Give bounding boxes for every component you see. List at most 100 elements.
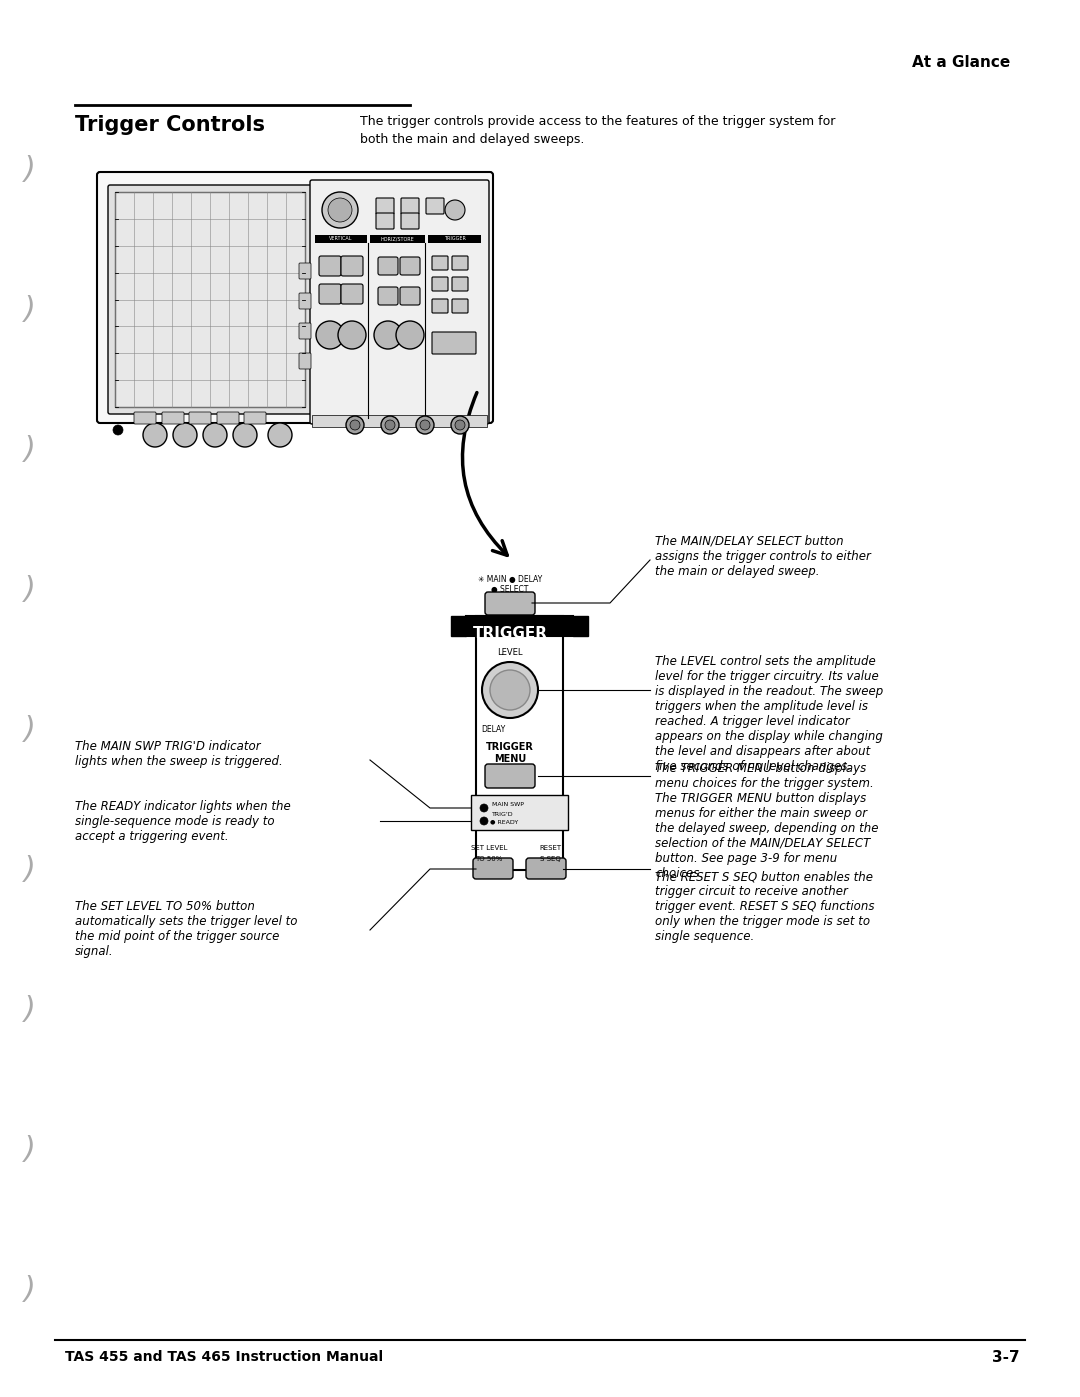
FancyBboxPatch shape (432, 256, 448, 270)
Text: SET LEVEL: SET LEVEL (471, 845, 508, 851)
FancyBboxPatch shape (312, 415, 487, 427)
FancyBboxPatch shape (299, 353, 311, 369)
FancyBboxPatch shape (189, 412, 211, 425)
FancyBboxPatch shape (244, 412, 266, 425)
Circle shape (113, 425, 123, 434)
Circle shape (420, 420, 430, 430)
FancyBboxPatch shape (453, 256, 468, 270)
FancyBboxPatch shape (401, 212, 419, 229)
FancyBboxPatch shape (426, 198, 444, 214)
FancyBboxPatch shape (485, 592, 535, 615)
Circle shape (143, 423, 167, 447)
FancyBboxPatch shape (432, 299, 448, 313)
FancyBboxPatch shape (432, 277, 448, 291)
FancyBboxPatch shape (378, 286, 399, 305)
FancyBboxPatch shape (114, 191, 305, 407)
FancyBboxPatch shape (97, 172, 492, 423)
FancyBboxPatch shape (299, 263, 311, 279)
FancyBboxPatch shape (299, 323, 311, 339)
Circle shape (416, 416, 434, 434)
Circle shape (322, 191, 357, 228)
Text: The LEVEL control sets the amplitude
level for the trigger circuitry. Its value
: The LEVEL control sets the amplitude lev… (654, 655, 883, 773)
Text: ): ) (24, 155, 36, 184)
Text: ): ) (24, 1136, 36, 1165)
FancyBboxPatch shape (473, 858, 513, 879)
FancyBboxPatch shape (319, 256, 341, 277)
Circle shape (350, 420, 360, 430)
Text: both the main and delayed sweeps.: both the main and delayed sweeps. (360, 133, 584, 147)
FancyBboxPatch shape (428, 235, 481, 243)
Text: S SEQ: S SEQ (540, 856, 561, 862)
FancyBboxPatch shape (451, 616, 465, 636)
Text: MAIN SWP: MAIN SWP (492, 802, 524, 807)
Text: ): ) (24, 715, 36, 745)
Text: TO 50%: TO 50% (475, 856, 502, 862)
Circle shape (490, 671, 530, 710)
Text: TRIG'D: TRIG'D (492, 813, 514, 817)
Circle shape (203, 423, 227, 447)
Circle shape (346, 416, 364, 434)
FancyBboxPatch shape (400, 257, 420, 275)
Circle shape (381, 416, 399, 434)
Circle shape (268, 423, 292, 447)
Text: TRIGGER: TRIGGER (486, 742, 534, 752)
FancyBboxPatch shape (341, 284, 363, 305)
Text: TRIGGER: TRIGGER (444, 236, 465, 242)
Text: MENU: MENU (494, 754, 526, 764)
Text: ): ) (24, 436, 36, 464)
Text: The trigger controls provide access to the features of the trigger system for: The trigger controls provide access to t… (360, 115, 835, 129)
FancyBboxPatch shape (453, 299, 468, 313)
Text: DELAY: DELAY (481, 725, 505, 733)
FancyBboxPatch shape (299, 293, 311, 309)
Text: 3-7: 3-7 (993, 1350, 1020, 1365)
Text: ✳ MAIN ● DELAY: ✳ MAIN ● DELAY (477, 576, 542, 584)
FancyBboxPatch shape (453, 277, 468, 291)
FancyBboxPatch shape (465, 616, 573, 636)
Circle shape (374, 321, 402, 349)
FancyBboxPatch shape (341, 256, 363, 277)
FancyBboxPatch shape (217, 412, 239, 425)
Circle shape (455, 420, 465, 430)
FancyBboxPatch shape (432, 332, 476, 353)
Text: RESET: RESET (539, 845, 562, 851)
FancyBboxPatch shape (370, 235, 426, 243)
Text: VERTICAL: VERTICAL (329, 236, 353, 242)
Circle shape (328, 198, 352, 222)
FancyBboxPatch shape (108, 184, 312, 414)
Circle shape (480, 817, 488, 826)
FancyBboxPatch shape (376, 212, 394, 229)
Text: LEVEL: LEVEL (497, 648, 523, 657)
FancyBboxPatch shape (401, 198, 419, 214)
FancyBboxPatch shape (400, 286, 420, 305)
Text: ): ) (24, 855, 36, 884)
Text: The MAIN SWP TRIG'D indicator
lights when the sweep is triggered.: The MAIN SWP TRIG'D indicator lights whe… (75, 740, 283, 768)
FancyBboxPatch shape (573, 616, 588, 636)
Circle shape (173, 423, 197, 447)
FancyBboxPatch shape (319, 284, 341, 305)
FancyBboxPatch shape (485, 764, 535, 788)
Text: TAS 455 and TAS 465 Instruction Manual: TAS 455 and TAS 465 Instruction Manual (65, 1350, 383, 1363)
Circle shape (445, 200, 465, 219)
Text: Trigger Controls: Trigger Controls (75, 115, 265, 136)
Text: The READY indicator lights when the
single-sequence mode is ready to
accept a tr: The READY indicator lights when the sing… (75, 800, 291, 842)
Text: ): ) (24, 296, 36, 324)
FancyBboxPatch shape (315, 235, 367, 243)
Text: TRIGGER: TRIGGER (473, 626, 548, 641)
Text: ): ) (24, 996, 36, 1024)
Text: ● SELECT: ● SELECT (491, 585, 529, 594)
Text: ● READY: ● READY (490, 820, 518, 824)
Text: The SET LEVEL TO 50% button
automatically sets the trigger level to
the mid poin: The SET LEVEL TO 50% button automaticall… (75, 900, 297, 958)
Circle shape (384, 420, 395, 430)
Text: ): ) (24, 1275, 36, 1305)
Circle shape (396, 321, 424, 349)
Text: At a Glance: At a Glance (912, 54, 1010, 70)
FancyBboxPatch shape (310, 180, 489, 425)
Text: The RESET S SEQ button enables the
trigger circuit to receive another
trigger ev: The RESET S SEQ button enables the trigg… (654, 870, 875, 943)
FancyBboxPatch shape (378, 257, 399, 275)
Text: The TRIGGER MENU button displays
menu choices for the trigger system.
The TRIGGE: The TRIGGER MENU button displays menu ch… (654, 761, 878, 880)
Text: HORIZ/STORE: HORIZ/STORE (380, 236, 415, 242)
Circle shape (233, 423, 257, 447)
FancyBboxPatch shape (476, 616, 563, 870)
Text: ): ) (24, 576, 36, 605)
FancyBboxPatch shape (526, 858, 566, 879)
